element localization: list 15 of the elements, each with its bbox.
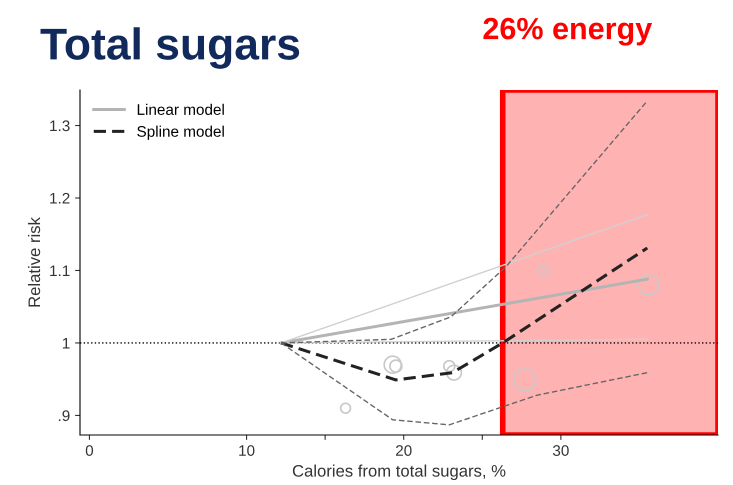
x-tick-label: 20 [396,445,412,456]
x-tick-label: 30 [552,445,569,456]
band-label: 26% energy [483,18,652,46]
legend-label: Linear model [138,104,224,115]
chart-title: Total sugars [40,27,300,69]
legend-label: Spline model [137,126,224,140]
y-tick-label: 1.3 [50,120,70,132]
x-tick-label: 0 [86,445,94,456]
y-tick-label: .9 [58,410,70,422]
x-axis-title: Calories from total sugars, % [292,464,506,480]
x-tick-label: 10 [239,445,254,456]
y-tick-label: 1 [62,338,70,348]
y-tick-label: 1.1 [50,266,70,276]
y-axis-title: Relative risk [28,217,40,307]
y-tick-label: 1.2 [50,192,70,204]
